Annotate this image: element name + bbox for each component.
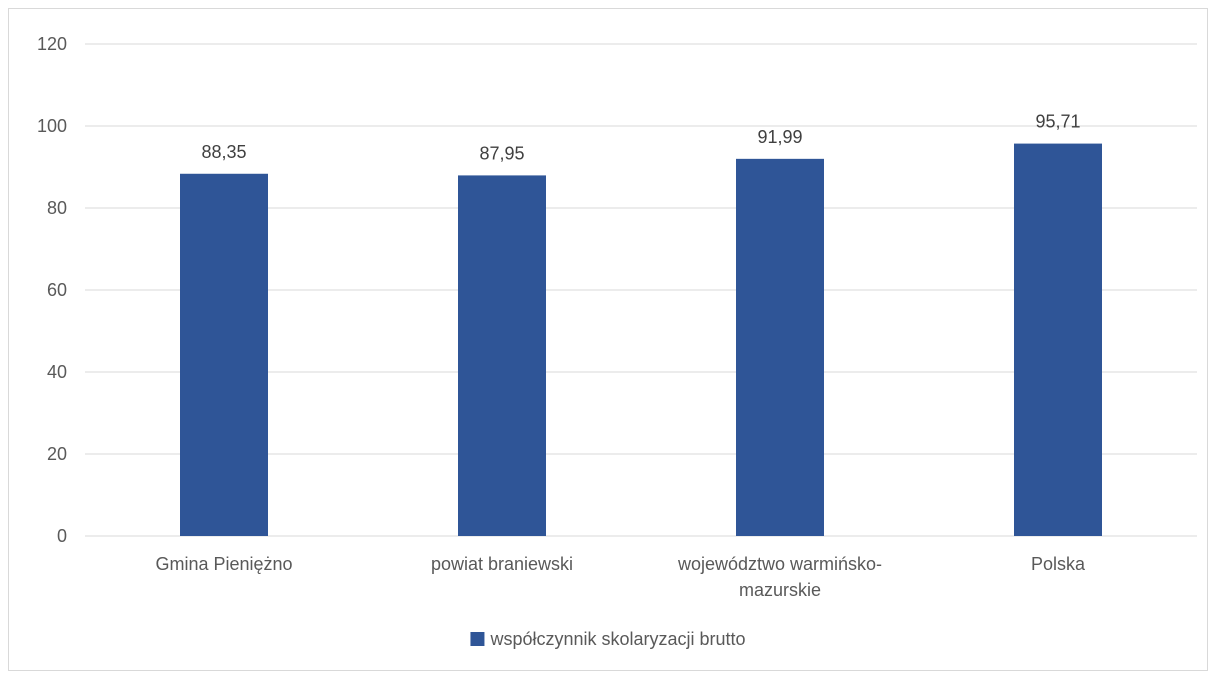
y-tick-label: 80 — [47, 198, 67, 218]
x-axis-categories: Gmina Pieniężno powiat braniewski wojewódz… — [155, 554, 1086, 600]
x-category-label-line: Gmina Pieniężno — [155, 554, 292, 574]
data-label: 95,71 — [1035, 112, 1080, 132]
data-labels: 88,35 87,95 91,99 95,71 — [201, 112, 1080, 164]
bar — [180, 173, 268, 536]
data-label: 88,35 — [201, 142, 246, 162]
x-category-label: powiat braniewski — [431, 554, 573, 574]
gridlines — [85, 43, 1197, 537]
chart-frame: 0 20 40 60 80 100 120 88,35 87,95 91,99 95,71 Gmi… — [8, 8, 1208, 671]
data-label: 87,95 — [479, 143, 524, 163]
bar-chart: 0 20 40 60 80 100 120 88,35 87,95 91,99 95,71 Gmi… — [37, 34, 1197, 649]
x-category-label-line: Polska — [1031, 554, 1086, 574]
data-label: 91,99 — [757, 127, 802, 147]
x-category-label-line: powiat braniewski — [431, 554, 573, 574]
y-tick-label: 60 — [47, 280, 67, 300]
bar — [1014, 143, 1102, 537]
x-category-label: Gmina Pieniężno — [155, 554, 292, 574]
x-category-label-line: województwo warmińsko- — [677, 554, 882, 574]
x-category-label-line: mazurskie — [739, 580, 821, 600]
legend: współczynnik skolaryzacji brutto — [470, 629, 746, 649]
y-axis-ticks: 0 20 40 60 80 100 120 — [37, 34, 67, 546]
x-category-label: województwo warmińsko-mazurskie — [677, 554, 882, 600]
bars — [180, 143, 1102, 537]
bar — [736, 158, 824, 536]
y-tick-label: 100 — [37, 116, 67, 136]
legend-label: współczynnik skolaryzacji brutto — [489, 629, 745, 649]
y-tick-label: 20 — [47, 444, 67, 464]
bar — [458, 175, 546, 536]
x-category-label: Polska — [1031, 554, 1086, 574]
y-tick-label: 120 — [37, 34, 67, 54]
legend-swatch — [470, 632, 485, 646]
y-tick-label: 40 — [47, 362, 67, 382]
y-tick-label: 0 — [57, 526, 67, 546]
